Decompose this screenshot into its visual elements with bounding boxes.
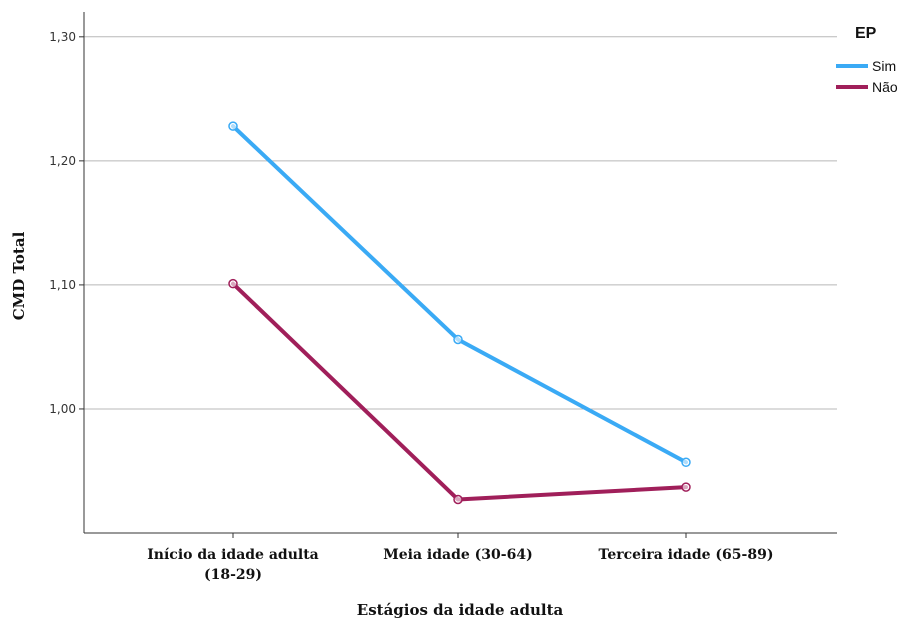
x-tick-labels: Início da idade adulta (18-29) Meia idade … [147, 547, 773, 583]
x-tick-label: Terceira idade (65-89) [599, 547, 774, 563]
series-sim [228, 121, 691, 468]
axes [83, 12, 837, 538]
data-point [681, 457, 691, 468]
data-point [453, 494, 463, 505]
legend-title: EP [855, 25, 877, 42]
series-line [231, 124, 688, 465]
gridlines [79, 36, 837, 410]
legend: EP Sim Não [836, 25, 898, 95]
x-tick-label: Meia idade (30-64) [383, 547, 532, 563]
y-tick-label: 1,30 [49, 30, 76, 44]
x-axis-title: Estágios da idade adulta [357, 601, 564, 619]
x-tick-label: Início da idade adulta (18-29) [147, 547, 318, 583]
legend-label: Não [872, 79, 898, 95]
data-point [453, 334, 463, 345]
y-tick-label: 1,20 [49, 154, 76, 168]
y-tick-label: 1,00 [49, 402, 76, 416]
data-point [228, 121, 238, 131]
series-lines [228, 121, 691, 505]
y-axis-title: CMD Total [10, 231, 28, 320]
y-tick-labels: 1,00 1,10 1,20 1,30 [49, 30, 76, 416]
data-point [681, 482, 691, 492]
series-line [231, 281, 688, 502]
y-tick-label: 1,10 [49, 278, 76, 292]
series-não [228, 278, 691, 505]
data-point [228, 278, 238, 289]
legend-label: Sim [872, 58, 896, 74]
